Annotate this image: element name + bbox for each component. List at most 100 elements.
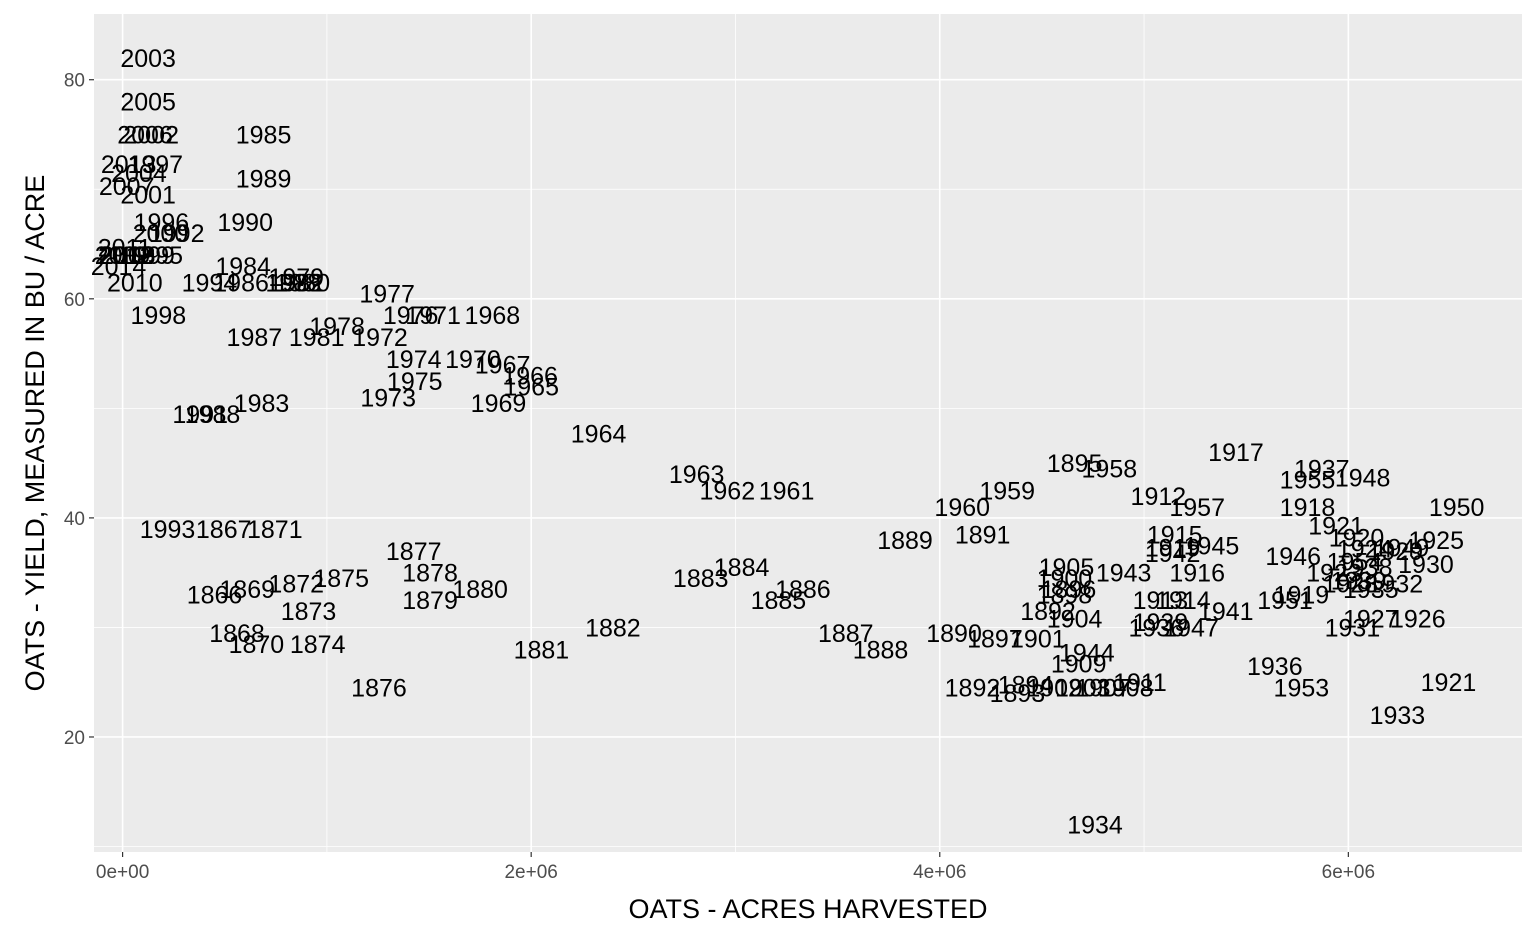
data-point-label: 2008: [100, 242, 156, 270]
data-point-label: 1958: [1082, 456, 1138, 484]
data-point-label: 1881: [514, 636, 570, 664]
data-point-label: 1890: [926, 620, 982, 648]
data-point-label: 1921: [1308, 513, 1364, 541]
data-point-label: 1939: [1133, 609, 1189, 637]
data-point-label: 1892: [945, 675, 1001, 703]
x-axis-title: OATS - ACRES HARVESTED: [628, 894, 987, 924]
data-point-label: 1961: [759, 478, 815, 506]
data-point-label: 1997: [127, 151, 183, 179]
data-point-label: 1889: [877, 527, 933, 555]
data-point-label: 1962: [699, 478, 755, 506]
data-point-label: 2001: [120, 182, 176, 210]
data-point-label: 1937: [1294, 456, 1350, 484]
data-point-label: 1954: [1327, 549, 1383, 577]
data-point-label: 1874: [290, 631, 346, 659]
data-point-label: 1926: [1390, 606, 1446, 634]
data-point-label: 2010: [107, 269, 163, 297]
data-point-label: 1945: [1184, 532, 1240, 560]
major-gridlines: [94, 14, 1522, 852]
data-point-label: 1990: [217, 209, 273, 237]
data-point-label: 1912: [1131, 483, 1187, 511]
data-point-label: 1943: [1096, 560, 1152, 588]
y-axis-tick-label: 60: [64, 290, 85, 311]
data-point-label: 1898: [1037, 582, 1093, 610]
data-point-label: 1974: [386, 346, 442, 374]
y-axis-tick-labels: 20 40 60 80: [64, 71, 85, 749]
data-point-label: 1989: [236, 165, 292, 193]
data-point-label: 1973: [360, 384, 416, 412]
data-point-label: 2002: [123, 121, 179, 149]
data-point-label: 2013: [101, 151, 157, 179]
data-point-label: 1969: [471, 390, 527, 418]
data-point-label: 1876: [351, 675, 407, 703]
data-point-label: 1936: [1247, 653, 1303, 681]
data-point-label: 1936: [1129, 614, 1185, 642]
data-point-label: 1919: [1145, 534, 1201, 562]
x-axis-tick-label: 4e+06: [913, 862, 966, 883]
data-point-label: 1929: [1368, 538, 1424, 566]
data-point-label: 1998: [131, 302, 187, 330]
data-point-label: 1923: [1306, 560, 1362, 588]
data-point-label: 1893: [990, 680, 1046, 708]
y-axis-title: OATS - YIELD, MEASURED IN BU / ACRE: [20, 175, 50, 692]
data-point-label: 1992: [149, 220, 205, 248]
data-point-label: 1995: [127, 242, 183, 270]
data-point-label: 1932: [1368, 571, 1424, 599]
data-point-label: 1901: [1010, 625, 1066, 653]
data-point-label: 1934: [1067, 812, 1123, 840]
data-point-label: 1963: [669, 461, 725, 489]
data-point-label: 2005: [120, 89, 176, 117]
data-point-label: 1947: [1163, 614, 1219, 642]
data-point-label: 2007: [99, 173, 155, 201]
data-point-label: 1903: [1055, 675, 1111, 703]
data-point-label: 1900: [1037, 565, 1093, 593]
data-point-label: 1979: [268, 264, 324, 292]
data-point-label: 1968: [465, 302, 521, 330]
data-point-label: 1927: [1343, 606, 1399, 634]
data-point-label: 2011: [98, 234, 152, 262]
data-point-label: 1959: [979, 478, 1035, 506]
data-point-label: 1925: [1408, 527, 1464, 555]
data-point-label: 1885: [751, 587, 807, 615]
y-axis-tick-label: 80: [64, 71, 85, 92]
data-point-label: 1916: [1169, 560, 1225, 588]
data-point-label: 1878: [402, 560, 458, 588]
data-point-label: 1879: [402, 587, 458, 615]
data-point-label: 1953: [1274, 675, 1330, 703]
data-point-label: 1975: [387, 368, 443, 396]
data-point-label: 1914: [1155, 587, 1211, 615]
data-point-label: 1938: [1337, 554, 1393, 582]
data-point-label: 1915: [1147, 521, 1203, 549]
data-point-label: 1999: [119, 242, 175, 270]
data-point-label: 1905: [1039, 554, 1095, 582]
data-point-label: 1955: [1280, 467, 1336, 495]
data-point-label: 2003: [120, 45, 176, 73]
data-point-label: 1869: [219, 576, 275, 604]
data-point-label: 1993: [140, 516, 196, 544]
data-point-label: 1970: [445, 346, 501, 374]
data-point-label: 1964: [571, 421, 627, 449]
data-point-label: 1951: [1257, 587, 1313, 615]
data-point-label: 1866: [187, 582, 243, 610]
data-point-label: 1994: [182, 269, 238, 297]
data-point-label: 1988: [185, 401, 241, 429]
data-point-label: 1933: [1370, 702, 1426, 730]
data-point-label: 1871: [247, 516, 303, 544]
data-point-label: 1984: [215, 253, 271, 281]
data-point-label: 1978: [309, 313, 365, 341]
data-point-label: 1967: [475, 352, 531, 380]
data-point-label: 2014: [91, 253, 147, 281]
data-point-label: 1930: [1398, 551, 1454, 579]
data-point-label: 1892: [1020, 598, 1076, 626]
data-point-label: 1957: [1169, 494, 1225, 522]
data-point-label: 1946: [1265, 543, 1321, 571]
data-point-label: 1873: [281, 598, 337, 626]
data-point-label: 1982: [268, 269, 324, 297]
data-point-label: 1894: [998, 671, 1054, 699]
data-point-label: 1924: [1337, 536, 1393, 564]
data-point-label: 1895: [1047, 450, 1103, 478]
data-point-label: 1902: [1026, 675, 1082, 703]
data-point-label: 1985: [236, 121, 292, 149]
data-point-label: 1960: [934, 494, 990, 522]
